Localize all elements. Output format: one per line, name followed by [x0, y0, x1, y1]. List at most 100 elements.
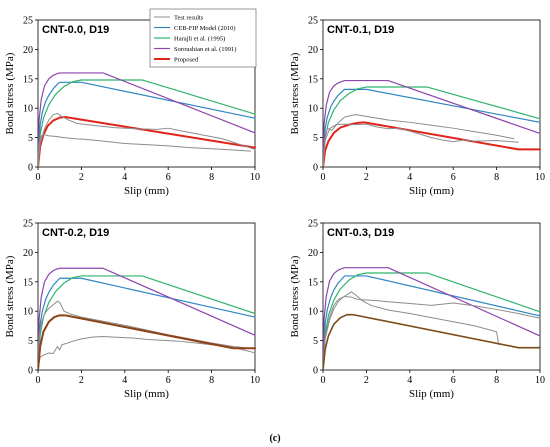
x-tick-label: 2 — [79, 375, 84, 386]
y-tick-label: 10 — [308, 307, 318, 318]
x-tick-label: 6 — [451, 172, 456, 183]
series-line-soroushian-et-al-1991-2 — [38, 267, 256, 370]
chart-panel-3: 0 2 4 6 8 10 0 5 10 15 20 25 CNT-0.2, D19 Slip (mm) Bo… — [4, 219, 260, 401]
x-tick-label: 8 — [209, 172, 214, 183]
series-line-soroushian-et-al-1991-2 — [38, 72, 256, 167]
x-tick-label: 0 — [36, 375, 41, 386]
y-tick-label: 10 — [308, 104, 318, 115]
panel-title: CNT-0.1, D19 — [327, 24, 394, 36]
x-tick-label: 6 — [451, 375, 456, 386]
y-axis-label: Bond stress (MPa) — [4, 255, 16, 337]
x-tick-label: 10 — [250, 172, 260, 183]
y-tick-label: 20 — [308, 248, 318, 259]
y-tick-label: 20 — [23, 45, 33, 56]
series-line-test-results-4 — [38, 134, 252, 167]
x-tick-label: 0 — [321, 172, 326, 183]
plot-frame — [37, 19, 256, 168]
x-tick-label: 0 — [36, 172, 41, 183]
x-tick-label: 4 — [407, 172, 412, 183]
chart-panel-1: 0 2 4 6 8 10 0 5 10 15 20 25 CNT-0.0, D19 Slip (mm) Bo… — [4, 16, 260, 198]
x-tick-label: 8 — [209, 375, 214, 386]
panel-title: CNT-0.0, D19 — [42, 24, 109, 36]
x-tick-label: 4 — [407, 375, 412, 386]
x-tick-label: 10 — [250, 375, 260, 386]
x-tick-label: 8 — [494, 375, 499, 386]
y-tick-label: 0 — [28, 366, 33, 377]
series-group — [323, 79, 541, 167]
y-tick-label: 25 — [23, 16, 33, 27]
series-line-proposed-3 — [38, 116, 256, 167]
series-group — [38, 72, 256, 167]
y-tick-label: 5 — [28, 133, 33, 144]
series-line-soroushian-et-al-1991-2 — [323, 79, 541, 167]
x-axis-label: Slip (mm) — [409, 185, 454, 197]
y-tick-label: 25 — [308, 219, 318, 230]
chart-panel-2: 0 2 4 6 8 10 0 5 10 15 20 25 CNT-0.1, D19 Slip (mm) Bo… — [289, 16, 545, 198]
x-axis-label: Slip (mm) — [409, 388, 454, 400]
x-axis-label: Slip (mm) — [124, 388, 169, 400]
legend-label: CEB-FIP Model (2010) — [174, 25, 236, 32]
y-axis-label: Bond stress (MPa) — [289, 255, 301, 337]
series-line-test-results-4 — [323, 296, 541, 370]
series-line-harajli-et-al-1995-1 — [38, 275, 256, 370]
y-tick-label: 15 — [23, 277, 33, 288]
series-line-proposed-3 — [323, 121, 541, 167]
plot-frame — [322, 19, 541, 168]
legend-label: Test results — [174, 14, 204, 21]
series-group — [323, 267, 541, 370]
series-line-harajli-et-al-1995-1 — [323, 272, 541, 370]
x-tick-label: 2 — [364, 375, 369, 386]
x-tick-label: 10 — [535, 375, 545, 386]
chart-panel-4: 0 2 4 6 8 10 0 5 10 15 20 25 CNT-0.3, D19 Slip (mm) Bo… — [289, 219, 545, 401]
series-group — [38, 267, 256, 370]
y-tick-label: 5 — [313, 336, 318, 347]
legend-label: Proposed — [174, 56, 199, 63]
panel-title: CNT-0.3, D19 — [327, 227, 394, 239]
y-tick-label: 20 — [23, 248, 33, 259]
y-tick-label: 0 — [28, 163, 33, 174]
plot-frame — [37, 222, 256, 371]
x-tick-label: 4 — [122, 375, 127, 386]
y-tick-label: 25 — [23, 219, 33, 230]
series-line-proposed-6 — [38, 314, 256, 370]
y-tick-label: 15 — [23, 74, 33, 85]
series-line-ceb-fip-model-2010-0 — [38, 277, 256, 370]
y-tick-label: 10 — [23, 104, 33, 115]
y-tick-label: 5 — [313, 133, 318, 144]
x-axis-label: Slip (mm) — [124, 185, 169, 197]
x-tick-label: 6 — [166, 375, 171, 386]
y-tick-label: 15 — [308, 277, 318, 288]
y-tick-label: 20 — [308, 45, 318, 56]
y-tick-label: 0 — [313, 163, 318, 174]
series-line-soroushian-et-al-1991-2 — [323, 267, 541, 370]
x-tick-label: 0 — [321, 375, 326, 386]
x-tick-label: 6 — [166, 172, 171, 183]
y-tick-label: 0 — [313, 366, 318, 377]
legend-box: Test results CEB-FIP Model (2010) Harajli … — [149, 8, 257, 68]
x-tick-label: 10 — [535, 172, 545, 183]
y-tick-label: 10 — [23, 307, 33, 318]
legend-label: Soroushian et al. (1991) — [174, 46, 236, 53]
y-tick-label: 25 — [308, 16, 318, 27]
y-tick-label: 5 — [28, 336, 33, 347]
x-tick-label: 8 — [494, 172, 499, 183]
legend-label: Harajli et al. (1995) — [174, 35, 225, 42]
series-line-test-results-5 — [323, 123, 519, 167]
y-axis-label: Bond stress (MPa) — [289, 52, 301, 134]
y-axis-label: Bond stress (MPa) — [4, 52, 16, 134]
plot-frame — [322, 222, 541, 371]
panel-title: CNT-0.2, D19 — [42, 227, 109, 239]
series-line-test-results-4 — [38, 335, 256, 370]
series-line-test-results-3 — [323, 291, 500, 370]
y-tick-label: 15 — [308, 74, 318, 85]
x-tick-label: 2 — [79, 172, 84, 183]
x-tick-label: 2 — [364, 172, 369, 183]
x-tick-label: 4 — [122, 172, 127, 183]
series-line-test-results-5 — [38, 112, 256, 167]
figure-caption: (c) — [269, 433, 280, 444]
series-line-harajli-et-al-1995-1 — [38, 79, 256, 167]
series-line-proposed-5 — [323, 313, 541, 370]
